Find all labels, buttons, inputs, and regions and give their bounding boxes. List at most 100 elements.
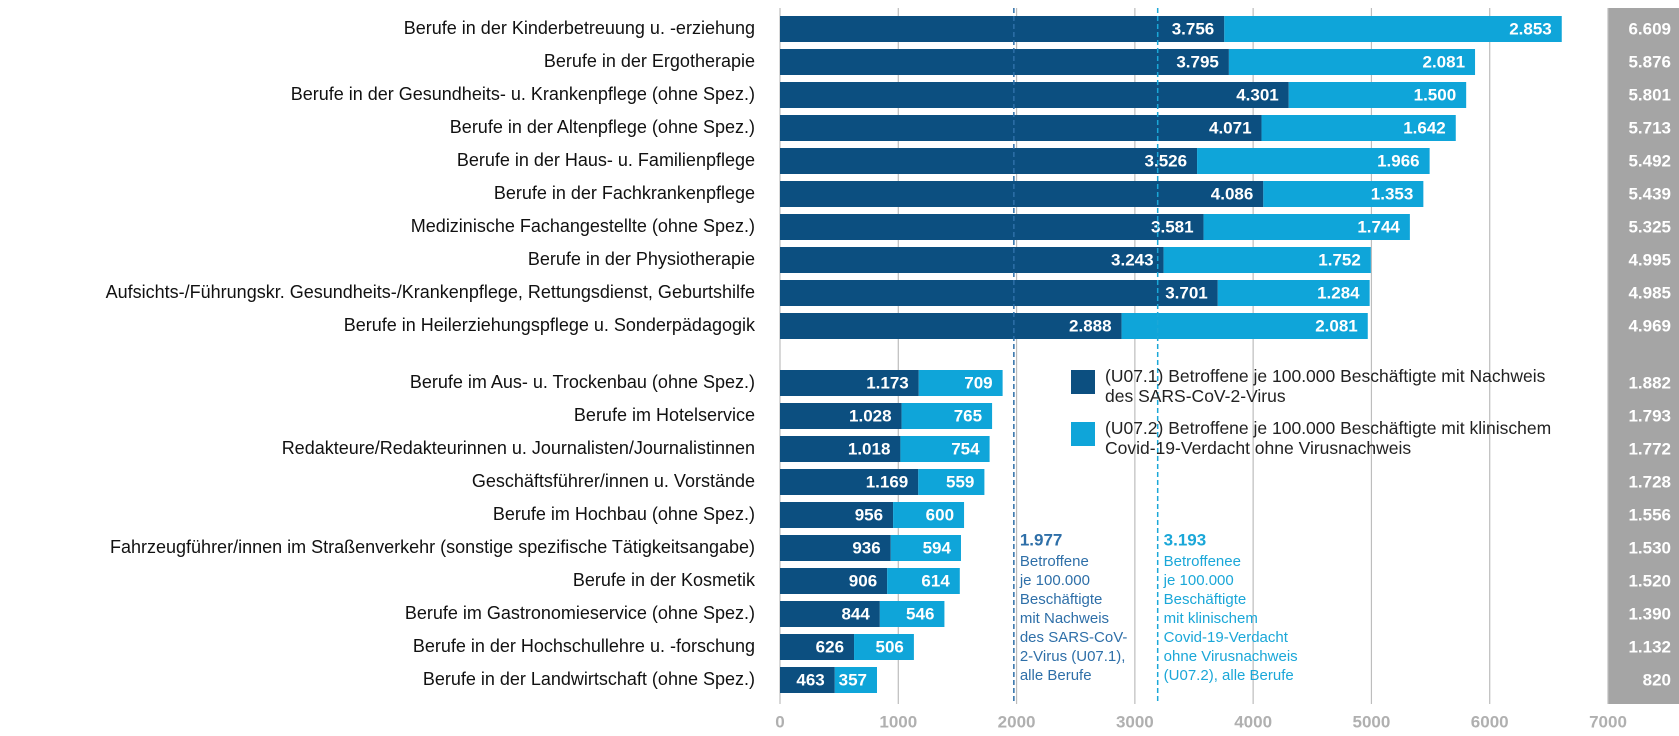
bar-segment (1288, 82, 1467, 108)
total-label: 1.132 (1628, 637, 1671, 656)
data-label: 754 (951, 439, 980, 458)
bar-segment (887, 568, 960, 594)
legend-swatch (1071, 370, 1095, 394)
y-tick-label: Berufe in der Kinderbetreuung u. -erzieh… (404, 18, 755, 38)
data-label: 2.081 (1315, 316, 1358, 335)
data-label: 546 (906, 604, 934, 623)
bar-segment (854, 634, 914, 660)
bar-segment (890, 535, 961, 561)
data-label: 906 (849, 571, 877, 590)
bar-segment (780, 82, 1289, 108)
bar-segment (780, 634, 855, 660)
bar-segment (901, 403, 993, 429)
reference-value: 3.193 (1164, 530, 1207, 549)
y-tick-label: Berufe im Hotelservice (574, 405, 755, 425)
x-tick-label: 7000 (1589, 712, 1627, 731)
reference-text: des SARS-CoV- (1020, 629, 1128, 646)
bar-segment (1197, 148, 1430, 174)
bar-segment (780, 280, 1218, 306)
reference-text: mit Nachweis (1020, 610, 1109, 627)
y-tick-label: Medizinische Fachangestellte (ohne Spez.… (411, 216, 755, 236)
bar-segment (780, 148, 1198, 174)
y-tick-label: Berufe in der Landwirtschaft (ohne Spez.… (423, 669, 755, 689)
bar-segment (780, 403, 902, 429)
total-label: 5.801 (1628, 85, 1671, 104)
total-label: 1.556 (1628, 505, 1671, 524)
y-tick-label: Berufe in der Gesundheits- u. Krankenpfl… (291, 84, 755, 104)
bar-segment (780, 535, 891, 561)
data-label: 956 (855, 505, 883, 524)
reference-text: Betroffenee (1164, 553, 1241, 570)
legend-label: (U07.2) Betroffene je 100.000 Beschäftig… (1105, 418, 1552, 458)
bar-segment (780, 469, 919, 495)
y-tick-label: Berufe in der Ergotherapie (544, 51, 755, 71)
bar-segment (780, 601, 880, 627)
data-label: 844 (841, 604, 870, 623)
legend-label: (U07.1) Betroffene je 100.000 Beschäftig… (1105, 366, 1546, 406)
bar-segment (1263, 181, 1424, 207)
bar-segment (834, 667, 877, 693)
total-label: 4.969 (1628, 316, 1671, 335)
y-tick-label: Berufe im Hochbau (ohne Spez.) (493, 504, 755, 524)
bar-segment (780, 667, 835, 693)
total-label: 5.876 (1628, 52, 1671, 71)
data-label: 4.071 (1209, 118, 1252, 137)
data-label: 1.018 (848, 439, 891, 458)
bar-segment (1163, 247, 1371, 273)
total-label: 5.492 (1628, 151, 1671, 170)
reference-text: Covid-19-Verdacht (1164, 629, 1289, 646)
data-label: 2.081 (1423, 52, 1466, 71)
data-label: 1.028 (849, 406, 892, 425)
y-tick-label: Fahrzeugführer/innen im Straßenverkehr (… (110, 537, 755, 557)
x-tick-label: 4000 (1234, 712, 1272, 731)
bar-segment (780, 313, 1122, 339)
bar-segment (1217, 280, 1370, 306)
data-label: 709 (964, 373, 992, 392)
total-label: 1.728 (1628, 472, 1671, 491)
data-label: 4.301 (1236, 85, 1279, 104)
data-label: 3.756 (1172, 19, 1215, 38)
total-label: 1.793 (1628, 406, 1671, 425)
data-label: 1.284 (1317, 283, 1360, 302)
total-label: 1.882 (1628, 373, 1671, 392)
data-label: 1.642 (1403, 118, 1446, 137)
bar-segment (780, 181, 1264, 207)
bar-segment (780, 115, 1262, 141)
data-label: 1.966 (1377, 151, 1420, 170)
reference-text: Beschäftigte (1164, 591, 1247, 608)
bar-segment (879, 601, 945, 627)
bar-segment (780, 16, 1225, 42)
x-tick-label: 5000 (1353, 712, 1391, 731)
bar-segment (1121, 313, 1368, 339)
data-label: 3.243 (1111, 250, 1154, 269)
bar-segment (780, 502, 894, 528)
total-label: 1.390 (1628, 604, 1671, 623)
bar-segment (918, 469, 985, 495)
bar-segment (1224, 16, 1562, 42)
data-label: 1.752 (1318, 250, 1361, 269)
y-tick-label: Berufe in der Haus- u. Familienpflege (457, 150, 755, 170)
reference-text: alle Berufe (1020, 667, 1092, 684)
reference-text: je 100.000 (1163, 572, 1234, 589)
bar-segment (1228, 49, 1476, 75)
data-label: 936 (852, 538, 880, 557)
data-label: 506 (876, 637, 904, 656)
y-tick-label: Aufsichts-/Führungskr. Gesundheits-/Kran… (106, 282, 755, 302)
bar-segment (918, 370, 1003, 396)
total-label: 5.713 (1628, 118, 1671, 137)
x-tick-label: 0 (775, 712, 784, 731)
data-label: 357 (839, 670, 867, 689)
reference-text: Beschäftigte (1020, 591, 1103, 608)
total-label: 4.995 (1628, 250, 1671, 269)
data-label: 3.581 (1151, 217, 1194, 236)
reference-text: mit klinischem (1164, 610, 1258, 627)
totals-column (1608, 8, 1679, 704)
data-label: 1.500 (1414, 85, 1457, 104)
total-label: 820 (1643, 670, 1671, 689)
y-tick-label: Berufe in Heilerziehungspflege u. Sonder… (344, 315, 756, 335)
bar-segment (780, 568, 888, 594)
bar-segment (900, 436, 990, 462)
bar-segment (780, 436, 901, 462)
